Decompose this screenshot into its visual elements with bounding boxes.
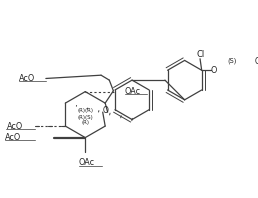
Text: OAc: OAc xyxy=(79,158,95,167)
Text: AcO: AcO xyxy=(6,122,23,131)
Text: (R)(R): (R)(R) xyxy=(77,108,93,113)
Text: (R)(S): (R)(S) xyxy=(77,115,93,120)
Text: AcO: AcO xyxy=(19,74,35,83)
Text: AcO: AcO xyxy=(5,133,21,142)
Text: (S): (S) xyxy=(227,57,237,64)
Text: O: O xyxy=(255,57,258,66)
Text: (R): (R) xyxy=(81,120,89,125)
Text: OAc: OAc xyxy=(125,87,141,96)
Text: O: O xyxy=(102,106,108,115)
Text: Cl: Cl xyxy=(197,50,205,59)
Text: O: O xyxy=(211,66,217,75)
